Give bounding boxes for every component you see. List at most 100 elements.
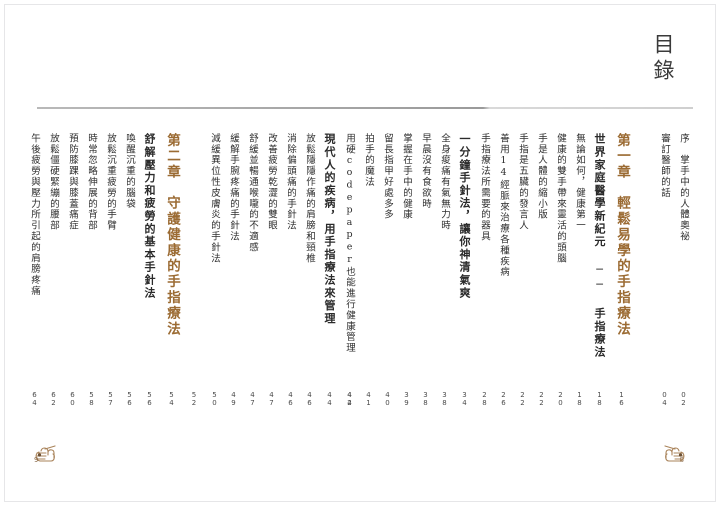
pointing-hand-icon [625, 443, 689, 470]
toc-entry-label: 舒解壓力和疲勞的基本手針法 [143, 133, 156, 300]
toc-item-entry[interactable]: 留長指甲好處多多 4 0 [378, 133, 397, 433]
masthead: 目錄 [633, 33, 693, 90]
toc-item-entry[interactable]: 手指療法所需要的器具 2 8 [475, 133, 494, 433]
toc-entry-label: 掌握在手中的健康 [401, 133, 412, 221]
toc-entry-label: 減緩異位性皮膚炎的手針法 [209, 133, 220, 264]
toc-item-entry[interactable]: 預防膝踝與膝蓋痛症 6 0 [63, 133, 82, 433]
toc-entry-label: 無論如何，健康第一 [574, 133, 585, 232]
toc-item-entry[interactable] [633, 133, 655, 433]
toc-right-page: 序 掌手中的人體奧祕 0 2 審訂醫師的話 0 4 第一章 輕鬆易學的手指療法 1 6 世界家庭醫… [347, 133, 693, 433]
toc-entry-label: 放鬆僵硬緊繃的腰部 [48, 133, 59, 232]
footer-right: 8 [625, 443, 695, 489]
toc-item-entry[interactable]: 放鬆沉重疲勞的手臂 5 7 [101, 133, 120, 433]
toc-entry-label: 現代人的疾病，用手指療法來管理 [323, 133, 336, 325]
toc-item-entry[interactable]: 審訂醫師的話 0 4 [655, 133, 674, 433]
toc-item-entry[interactable]: 喚醒沉重的腦袋 5 6 [120, 133, 139, 433]
toc-item-entry[interactable]: 全身痠痛有氣無力時 3 8 [435, 133, 454, 433]
toc-section-entry[interactable]: 一分鐘手針法，讓你神清氣爽 3 4 [454, 133, 475, 433]
toc-item-entry[interactable]: 掌握在手中的健康 3 9 [397, 133, 416, 433]
toc-item-entry[interactable]: 放鬆隱隱作痛的肩膀和頸椎 4 6 [300, 133, 319, 433]
toc-entry-label: 用硬codepaper也能進行健康管理 [344, 133, 355, 354]
toc-item-entry[interactable]: 善用14經脈來治療各種疾病 2 6 [494, 133, 513, 433]
toc-entry-label: 第一章 輕鬆易學的手指療法 [614, 133, 630, 338]
toc-item-entry[interactable]: 午後疲勞與壓力所引起的肩膀疼痛 6 4 [25, 133, 44, 433]
toc-item-entry[interactable]: 早晨沒有食欲時 3 8 [416, 133, 435, 433]
toc-right-entry-columns: 序 掌手中的人體奧祕 0 2 審訂醫師的話 0 4 第一章 輕鬆易學的手指療法 1 6 世界家庭醫… [340, 133, 693, 433]
toc-item-entry[interactable]: 時常忽略伸展的背部 5 8 [82, 133, 101, 433]
toc-section-entry[interactable]: 世界家庭醫學新紀元 ── 手指療法 1 8 [589, 133, 610, 433]
toc-item-entry[interactable]: 減緩異位性皮膚炎的手針法 5 0 [205, 133, 224, 433]
toc-entry-label: 舒緩並暢通喉嚨的不適感 [247, 133, 258, 253]
toc-entry-label: 預防膝踝與膝蓋痛症 [67, 133, 78, 232]
toc-entry-label: 第二章 守護健康的手指療法 [164, 133, 180, 338]
toc-left-entry-columns: 用硬codepaper也能進行健康管理 4 4 現代人的疾病，用手指療法來管理 4 4 放鬆… [25, 133, 359, 433]
toc-entry-label: 時常忽略伸展的背部 [86, 133, 97, 232]
page-title: 目錄 [651, 33, 676, 85]
toc-item-entry[interactable]: 緩解手腕疼痛的手針法 4 9 [224, 133, 243, 433]
toc-entry-label: 一分鐘手針法，讓你神清氣爽 [458, 133, 471, 300]
toc-entry-label: 手指是五臟的發言人 [517, 133, 528, 232]
toc-chapter-entry[interactable]: 第二章 守護健康的手指療法 5 4 [160, 133, 183, 433]
toc-item-entry[interactable]: 放鬆僵硬緊繃的腰部 6 2 [44, 133, 63, 433]
toc-item-entry[interactable]: 拍手的魔法 4 1 [359, 133, 378, 433]
toc-item-entry[interactable]: 舒緩並暢通喉嚨的不適感 4 7 [243, 133, 262, 433]
toc-entry-label: 世界家庭醫學新紀元 ── 手指療法 [593, 133, 606, 359]
book-spread-page: 目錄 序 掌手中的人體奧祕 0 2 審訂醫師的話 0 4 第一章 輕鬆易學的手指療法 1 6 世界… [4, 4, 716, 502]
toc-item-entry[interactable]: 消除偏頭痛的手針法 4 6 [281, 133, 300, 433]
toc-section-entry[interactable]: 現代人的疾病，用手指療法來管理 4 4 [319, 133, 340, 433]
toc-entry-label: 早晨沒有食欲時 [420, 133, 431, 210]
toc-entry-label: 留長指甲好處多多 [382, 133, 393, 221]
toc-item-entry[interactable]: 無論如何，健康第一 1 8 [570, 133, 589, 433]
toc-item-entry[interactable]: 序 掌手中的人體奧祕 0 2 [674, 133, 693, 433]
toc-left-page: 用硬codepaper也能進行健康管理 4 4 現代人的疾病，用手指療法來管理 4 4 放鬆… [29, 133, 359, 433]
toc-item-entry[interactable]: 手是人體的縮小版 2 2 [532, 133, 551, 433]
toc-item-entry[interactable]: 改善疲勞乾澀的雙眼 4 7 [262, 133, 281, 433]
footer-left: 9 [25, 443, 95, 489]
toc-chapter-entry[interactable]: 第一章 輕鬆易學的手指療法 1 6 [610, 133, 633, 433]
toc-entry-label: 拍手的魔法 [363, 133, 374, 188]
toc-item-entry[interactable]: 手指是五臟的發言人 2 2 [513, 133, 532, 433]
toc-entry-label: 善用14經脈來治療各種疾病 [498, 133, 509, 278]
toc-entry-label: 手是人體的縮小版 [536, 133, 547, 221]
toc-entry-label: 審訂醫師的話 [659, 133, 670, 199]
folio-number-left: 9 [34, 456, 39, 464]
toc-entry-label: 放鬆沉重疲勞的手臂 [105, 133, 116, 232]
toc-entry-label: 放鬆隱隱作痛的肩膀和頸椎 [304, 133, 315, 264]
toc-item-entry[interactable]: 健康的雙手帶來靈活的頭腦 2 0 [551, 133, 570, 433]
toc-entry-label: 緩解手腕疼痛的手針法 [228, 133, 239, 242]
toc-entry-label: 全身痠痛有氣無力時 [439, 133, 450, 232]
toc-item-entry[interactable]: 用硬codepaper也能進行健康管理 4 4 [340, 133, 359, 433]
toc-entry-label: 午後疲勞與壓力所引起的肩膀疼痛 [29, 133, 40, 297]
toc-section-entry[interactable]: 舒解壓力和疲勞的基本手針法 5 6 [139, 133, 160, 433]
